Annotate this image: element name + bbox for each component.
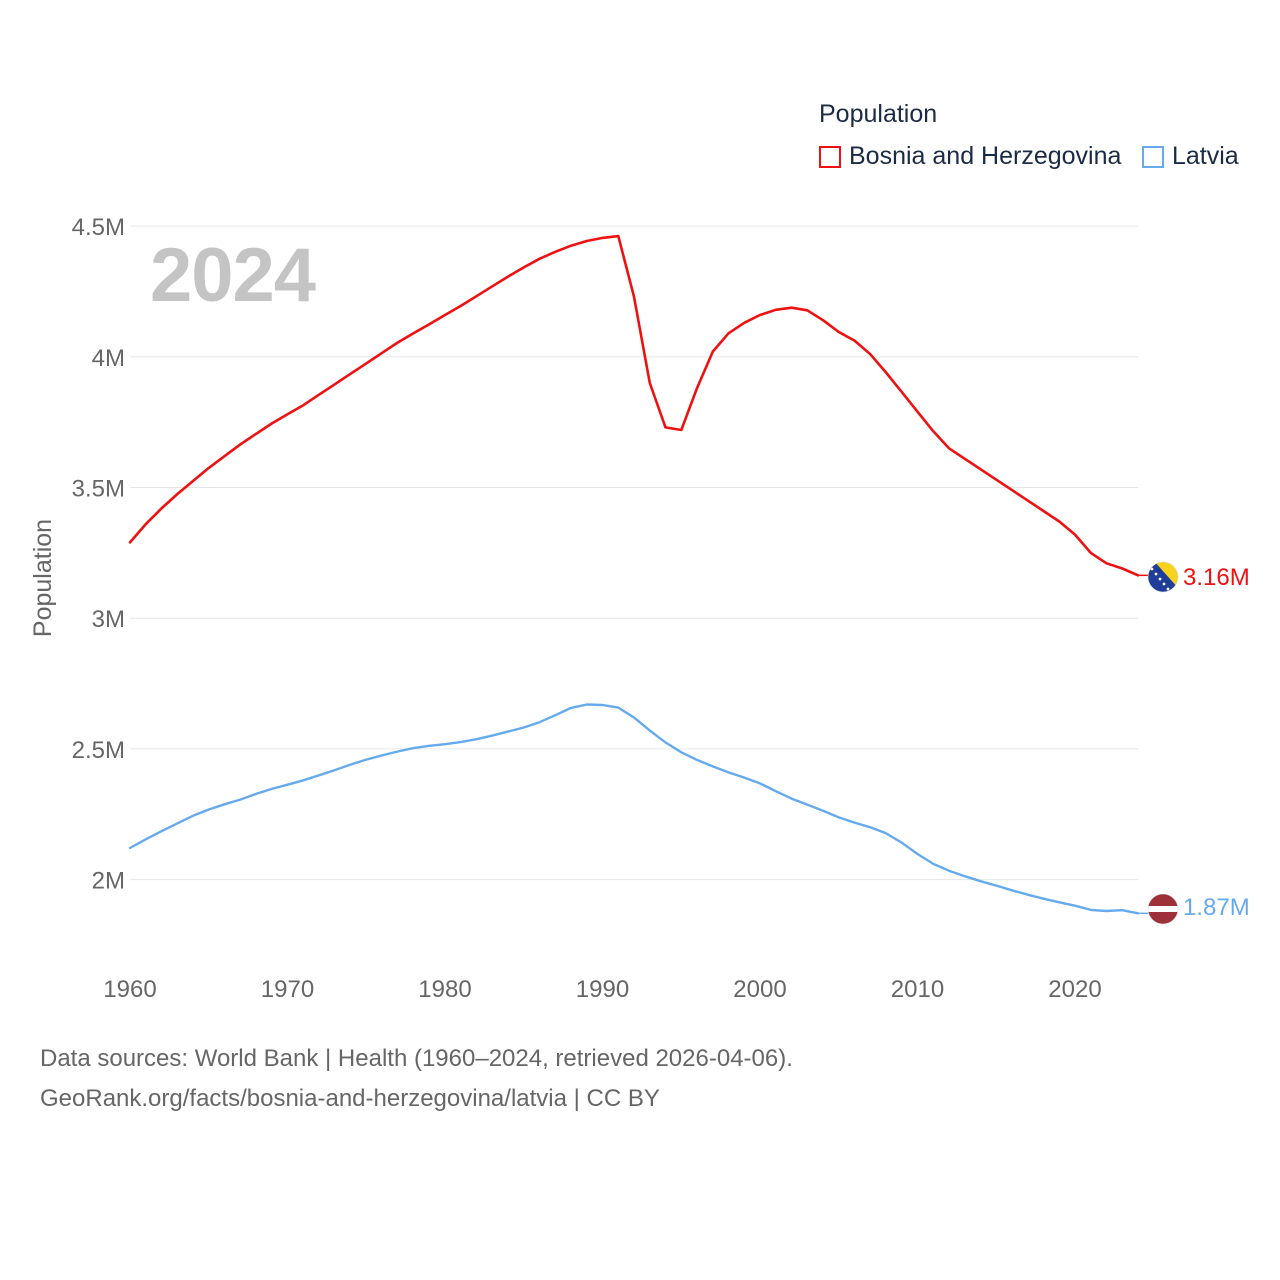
y-tick-label: 3.5M: [72, 476, 125, 503]
x-tick-label: 2000: [733, 976, 786, 1003]
x-tick-label: 1970: [261, 976, 314, 1003]
footer-link[interactable]: GeoRank.org/facts/bosnia-and-herzegovina…: [40, 1085, 660, 1112]
year-indicator: 2024: [150, 233, 316, 318]
x-tick-label: 1990: [576, 976, 629, 1003]
series-lines: [128, 234, 1148, 915]
series-line-latvia[interactable]: [128, 703, 1140, 915]
y-tick-label: 2M: [92, 868, 125, 895]
x-axis-ticks: 1960 1970 1980 1990 2000 2010 2020: [103, 976, 1101, 1003]
x-tick-label: 1960: [103, 976, 156, 1003]
y-tick-label: 3M: [92, 606, 125, 633]
y-tick-label: 4M: [92, 345, 125, 372]
y-tick-label: 4.5M: [72, 214, 125, 241]
bosnia-flag-icon: [1147, 561, 1179, 593]
latvia-end-value-label: 1.87M: [1183, 894, 1250, 921]
series-line-bosnia[interactable]: [128, 234, 1140, 577]
x-tick-label: 2020: [1048, 976, 1101, 1003]
grid-lines: [130, 225, 1138, 881]
legend-item-latvia[interactable]: Latvia: [1142, 142, 1239, 171]
bosnia-end-value-label: 3.16M: [1183, 564, 1250, 591]
y-axis-ticks: 2M 2.5M 3M 3.5M 4M 4.5M: [72, 214, 125, 894]
legend-label-bosnia: Bosnia and Herzegovina: [849, 142, 1122, 170]
legend-swatch-latvia: [1142, 145, 1164, 168]
legend-label-latvia: Latvia: [1172, 142, 1239, 170]
latvia-flag-icon: [1147, 893, 1179, 925]
legend-item-bosnia[interactable]: Bosnia and Herzegovina: [819, 142, 1121, 171]
x-tick-label: 1980: [418, 976, 471, 1003]
legend-title: Population: [819, 100, 938, 128]
footer-sources: Data sources: World Bank | Health (1960–…: [40, 1045, 793, 1072]
y-axis-title: Population: [29, 519, 57, 637]
legend-swatch-bosnia: [819, 145, 841, 168]
x-tick-label: 2010: [891, 976, 944, 1003]
y-tick-label: 2.5M: [72, 737, 125, 764]
